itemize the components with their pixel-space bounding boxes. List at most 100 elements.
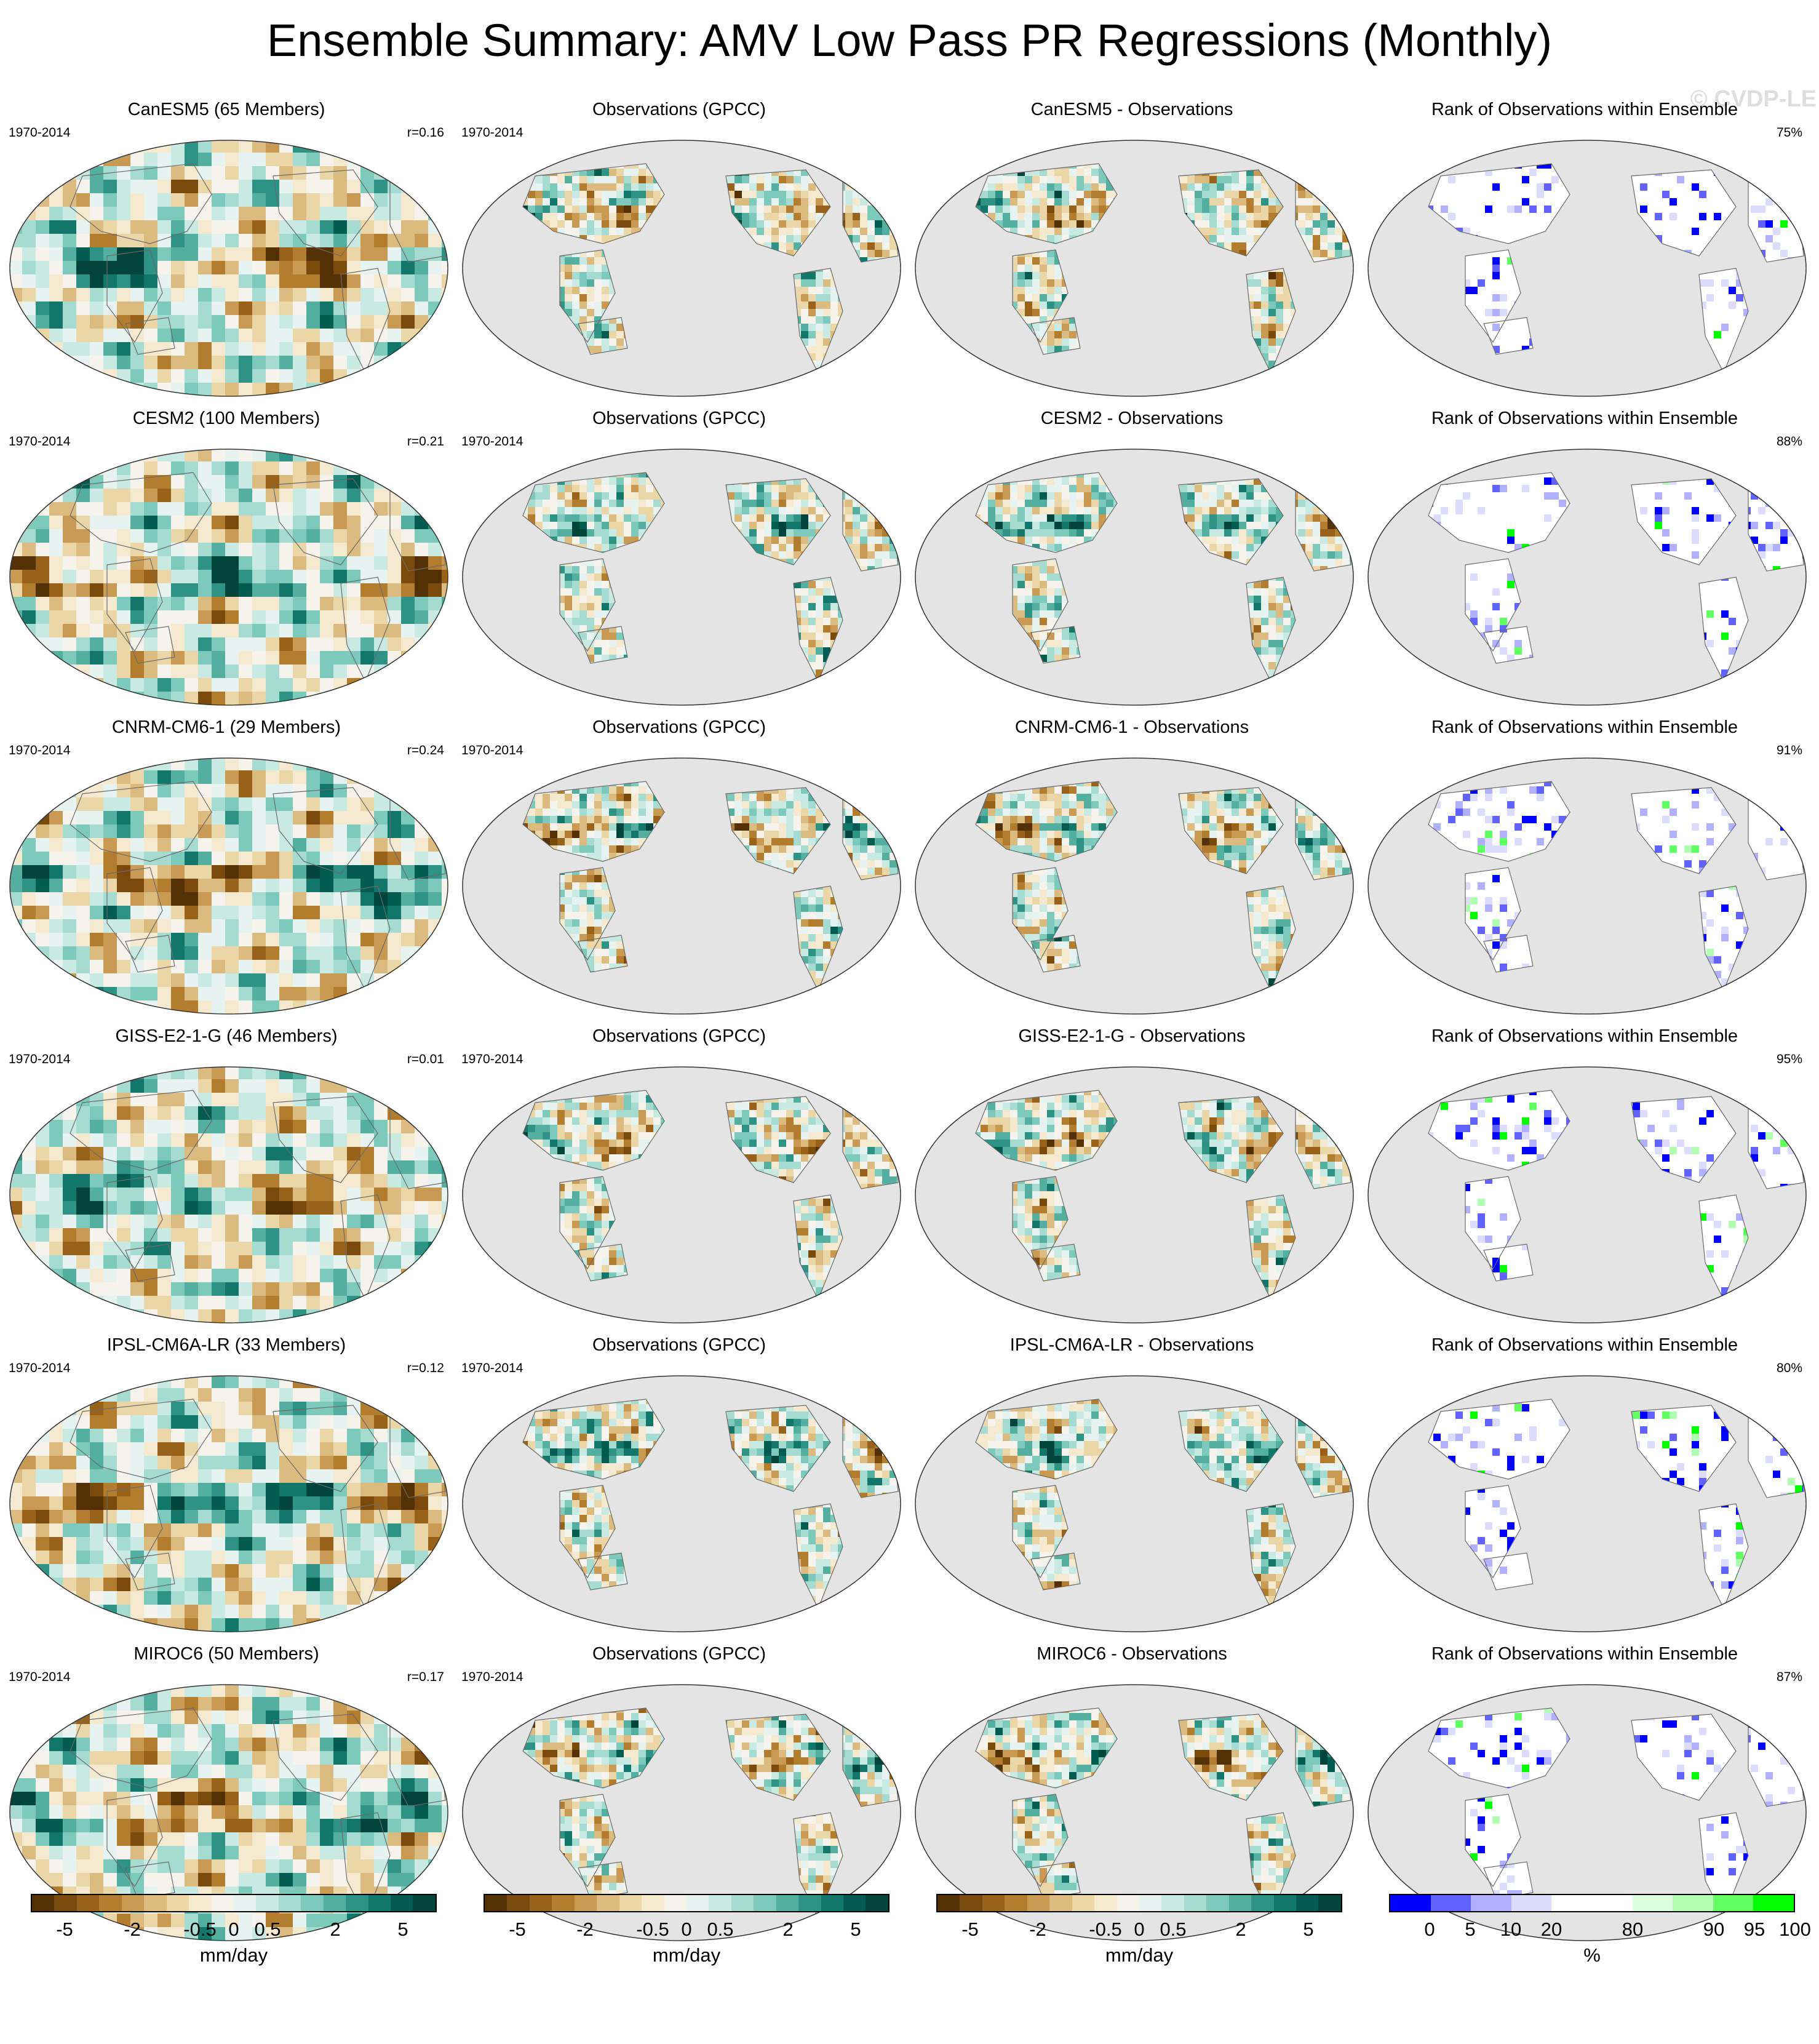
colorbar-tick-label: 80: [1622, 1918, 1643, 1941]
panel-title: MIROC6 - Observations: [906, 1643, 1358, 1665]
colorbar-swatch: [937, 1895, 960, 1911]
colorbar-swatch: [1206, 1895, 1229, 1911]
panel-title: CESM2 - Observations: [906, 407, 1358, 429]
colorbar-swatch: [76, 1895, 100, 1911]
period-label: 1970-2014: [9, 434, 70, 449]
period-label: 1970-2014: [9, 743, 70, 758]
colorbar-swatch: [485, 1895, 507, 1911]
colorbar-swatch: [1430, 1895, 1471, 1911]
model-panel: CESM2 (100 Members) 1970-2014 r=0.21: [0, 407, 453, 715]
colorbar-tick-label: -0.5: [636, 1918, 669, 1941]
diff-panel: IPSL-CM6A-LR - Observations: [906, 1334, 1358, 1642]
colorbar-swatch: [233, 1895, 257, 1911]
obs-panel-map-4: [462, 1375, 901, 1632]
colorbar-swatch: [686, 1895, 709, 1911]
colorbar-swatch: [1511, 1895, 1552, 1911]
colorbar-swatch: [32, 1895, 55, 1911]
colorbar-swatch: [1005, 1895, 1027, 1911]
colorbar-swatch: [619, 1895, 642, 1911]
regression-colorbar: -5 -2 -0.5 0 0.5 2 5 mm/day: [484, 1894, 890, 1974]
model-panel-map-3: [9, 1066, 448, 1323]
panel-title: CESM2 (100 Members): [0, 407, 453, 429]
colorbar-tick-label: 2: [1235, 1918, 1246, 1941]
period-label: 1970-2014: [461, 1052, 523, 1067]
panel-title: CanESM5 - Observations: [906, 98, 1358, 121]
colorbar-swatch: [1318, 1895, 1341, 1911]
rank-panel: Rank of Observations within Ensemble 80%: [1358, 1334, 1811, 1642]
colorbar-swatch: [866, 1895, 888, 1911]
colorbar-swatch: [1116, 1895, 1139, 1911]
model-panel: CanESM5 (65 Members) 1970-2014 r=0.16: [0, 98, 453, 406]
correlation-label: r=0.12: [407, 1361, 444, 1376]
colorbar-swatches: [1389, 1894, 1795, 1912]
panel-title: CNRM-CM6-1 (29 Members): [0, 716, 453, 738]
colorbar-swatches: [484, 1894, 890, 1912]
colorbar-swatches: [31, 1894, 437, 1912]
panel-title: MIROC6 (50 Members): [0, 1643, 453, 1665]
rank-panel-map-3: [1367, 1066, 1807, 1323]
correlation-label: r=0.16: [407, 126, 444, 140]
colorbar-unit-label: mm/day: [936, 1944, 1342, 1966]
colorbar-swatch: [256, 1895, 279, 1911]
colorbar-unit-label: mm/day: [484, 1944, 890, 1966]
page-title: Ensemble Summary: AMV Low Pass PR Regres…: [0, 9, 1819, 73]
correlation-label: r=0.21: [407, 434, 444, 449]
period-label: 1970-2014: [9, 1361, 70, 1376]
panel-title: Observations (GPCC): [453, 98, 906, 121]
diff-panel-map-2: [915, 757, 1354, 1015]
obs-panel: Observations (GPCC) 1970-2014: [453, 1334, 906, 1642]
colorbar-swatch: [301, 1895, 324, 1911]
panel-title: Rank of Observations within Ensemble: [1358, 1643, 1811, 1665]
panel-title: Observations (GPCC): [453, 1025, 906, 1047]
panel-title: CanESM5 (65 Members): [0, 98, 453, 121]
regression-colorbar: -5 -2 -0.5 0 0.5 2 5 mm/day: [31, 1894, 437, 1974]
colorbar-tick-label: 0: [1134, 1918, 1144, 1941]
colorbar-swatch: [1139, 1895, 1162, 1911]
colorbar-swatch: [960, 1895, 982, 1911]
colorbar-tick-label: 5: [1303, 1918, 1313, 1941]
colorbar-tick-label: 5: [397, 1918, 408, 1941]
diff-panel-map-0: [915, 140, 1354, 397]
colorbar-swatch: [552, 1895, 575, 1911]
colorbar-swatch: [1673, 1895, 1713, 1911]
obs-panel: Observations (GPCC) 1970-2014: [453, 1025, 906, 1333]
diff-panel: GISS-E2-1-G - Observations: [906, 1025, 1358, 1333]
diff-panel: CESM2 - Observations: [906, 407, 1358, 715]
panel-title: Observations (GPCC): [453, 1643, 906, 1665]
colorbar-tick-label: -0.5: [183, 1918, 216, 1941]
colorbar-tick-label: 5: [1465, 1918, 1475, 1941]
period-label: 1970-2014: [461, 743, 523, 758]
model-panel-map-4: [9, 1375, 448, 1632]
panel-title: Observations (GPCC): [453, 716, 906, 738]
colorbar-swatch: [99, 1895, 122, 1911]
colorbar-swatch: [1184, 1895, 1207, 1911]
colorbar-swatch: [278, 1895, 301, 1911]
model-panel-map-2: [9, 757, 448, 1015]
panel-title: GISS-E2-1-G - Observations: [906, 1025, 1358, 1047]
colorbar-tick-label: -0.5: [1089, 1918, 1121, 1941]
colorbar-tick-label: 20: [1541, 1918, 1562, 1941]
colorbar-tick-label: 10: [1500, 1918, 1521, 1941]
correlation-label: r=0.24: [407, 743, 444, 758]
panel-title: IPSL-CM6A-LR (33 Members): [0, 1334, 453, 1356]
watermark: © CVDP-LE: [1678, 86, 1817, 113]
diff-panel: CNRM-CM6-1 - Observations: [906, 716, 1358, 1024]
diff-panel-map-5: [915, 1684, 1354, 1941]
colorbar-tick-label: -5: [56, 1918, 73, 1941]
rank-panel: Rank of Observations within Ensemble 75%: [1358, 98, 1811, 406]
model-panel: IPSL-CM6A-LR (33 Members) 1970-2014 r=0.12: [0, 1334, 453, 1642]
colorbar-swatch: [798, 1895, 821, 1911]
colorbar-swatch: [189, 1895, 212, 1911]
rank-panel: Rank of Observations within Ensemble 95%: [1358, 1025, 1811, 1333]
period-label: 1970-2014: [461, 1361, 523, 1376]
period-label: 1970-2014: [461, 1670, 523, 1685]
colorbar-tick-label: -2: [124, 1918, 141, 1941]
panel-title: GISS-E2-1-G (46 Members): [0, 1025, 453, 1047]
correlation-label: r=0.01: [407, 1052, 444, 1067]
diff-panel-map-3: [915, 1066, 1354, 1323]
colorbar-swatch: [821, 1895, 843, 1911]
rank-panel: Rank of Observations within Ensemble 88%: [1358, 407, 1811, 715]
colorbar-tick-label: -5: [961, 1918, 979, 1941]
colorbar-swatch: [843, 1895, 866, 1911]
period-label: 1970-2014: [9, 1670, 70, 1685]
